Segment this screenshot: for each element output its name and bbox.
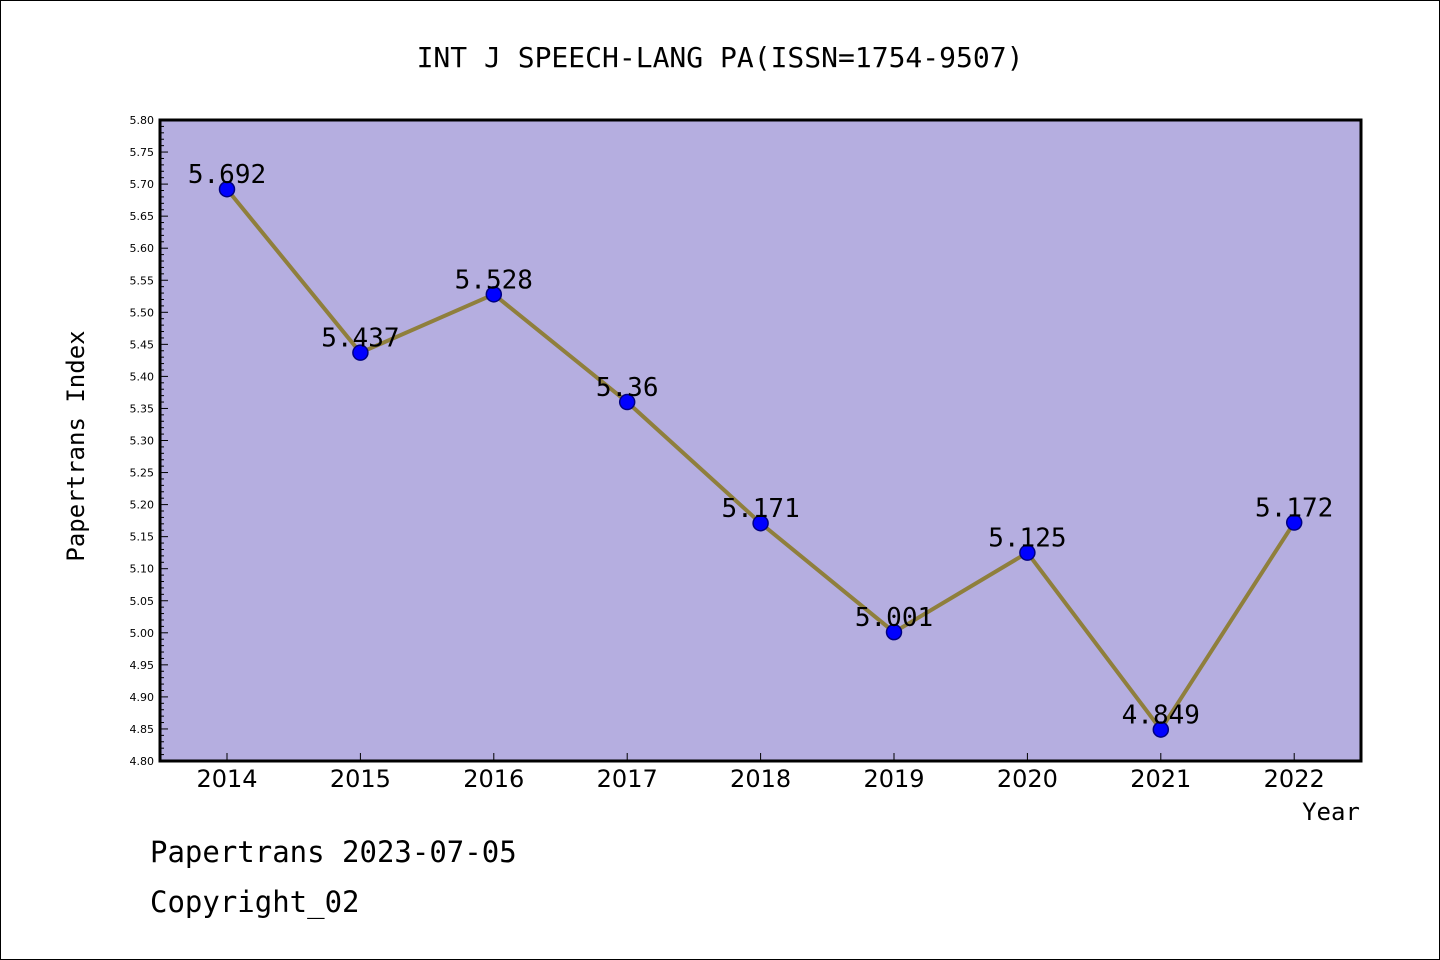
- x-tick-label: 2015: [330, 765, 391, 793]
- y-tick-label: 5.75: [130, 146, 155, 159]
- plot-area: [160, 120, 1361, 761]
- y-tick-label: 5.15: [130, 531, 155, 544]
- series-group: [218, 180, 1303, 738]
- data-point-label: 5.692: [188, 160, 266, 190]
- x-tick-label: 2014: [196, 765, 257, 793]
- x-tick-label: 2018: [730, 765, 791, 793]
- chart-title: INT J SPEECH-LANG PA(ISSN=1754-9507): [417, 41, 1024, 74]
- y-tick-label: 5.70: [130, 178, 155, 191]
- y-tick-label: 5.30: [130, 435, 155, 448]
- y-axis-label: Papertrans Index: [62, 330, 90, 561]
- y-tick-label: 4.90: [130, 691, 155, 704]
- data-point-label: 5.36: [596, 373, 659, 403]
- x-tick-label: 2019: [863, 765, 924, 793]
- data-point-label: 5.172: [1255, 494, 1333, 524]
- x-tick-label: 2021: [1130, 765, 1191, 793]
- y-tick-label: 5.50: [130, 306, 155, 319]
- plot-border: [158, 118, 1363, 763]
- source-date-text: Papertrans 2023-07-05: [150, 835, 517, 869]
- data-point-marker: [752, 514, 769, 532]
- y-tick-label: 4.80: [130, 755, 155, 768]
- data-point-marker: [1152, 721, 1170, 738]
- y-tick-label: 4.95: [130, 659, 155, 672]
- y-tick-label: 5.45: [130, 338, 155, 351]
- y-tick-label: 5.35: [130, 402, 155, 415]
- data-point-marker: [885, 623, 903, 641]
- y-tick-label: 5.10: [130, 563, 155, 576]
- y-tick-label: 5.65: [130, 210, 155, 223]
- y-tick-label: 5.80: [130, 114, 155, 127]
- x-tick-label: 2020: [997, 765, 1058, 793]
- data-point-marker: [1285, 514, 1303, 531]
- data-point-label: 5.171: [721, 494, 799, 524]
- y-tick-label: 4.85: [130, 723, 155, 736]
- y-tick-label: 5.20: [130, 499, 155, 512]
- data-labels-group: 5.692 5.437 5.528 5.36 5.171 5.001 5.125 4.849 5…: [188, 160, 1333, 730]
- x-axis-label: Year: [1302, 798, 1360, 826]
- data-point-label: 5.001: [855, 603, 933, 633]
- data-point-marker: [618, 393, 636, 411]
- y-tick-label: 5.25: [130, 467, 155, 480]
- data-point-label: 4.849: [1122, 701, 1200, 731]
- data-point-label: 5.528: [455, 265, 533, 295]
- data-point-marker: [352, 344, 369, 361]
- data-point-label: 5.125: [988, 524, 1066, 554]
- x-axis-ticks: 2014 2015 2016 2017 2018 2019 2020 2021 2022: [196, 753, 1325, 793]
- copyright-text: Copyright_02: [150, 885, 360, 919]
- x-tick-label: 2017: [597, 765, 658, 793]
- data-point-marker: [1019, 544, 1036, 561]
- y-tick-label: 5.40: [130, 370, 155, 383]
- y-tick-label: 5.00: [130, 627, 155, 640]
- y-tick-label: 5.60: [130, 242, 155, 255]
- data-point-marker: [485, 286, 503, 303]
- y-tick-label: 5.55: [130, 274, 155, 287]
- y-tick-label: 5.05: [130, 595, 155, 608]
- x-tick-label: 2016: [463, 765, 524, 793]
- x-tick-label: 2022: [1264, 765, 1325, 793]
- data-point-label: 5.437: [321, 324, 399, 354]
- data-point-marker: [218, 180, 236, 198]
